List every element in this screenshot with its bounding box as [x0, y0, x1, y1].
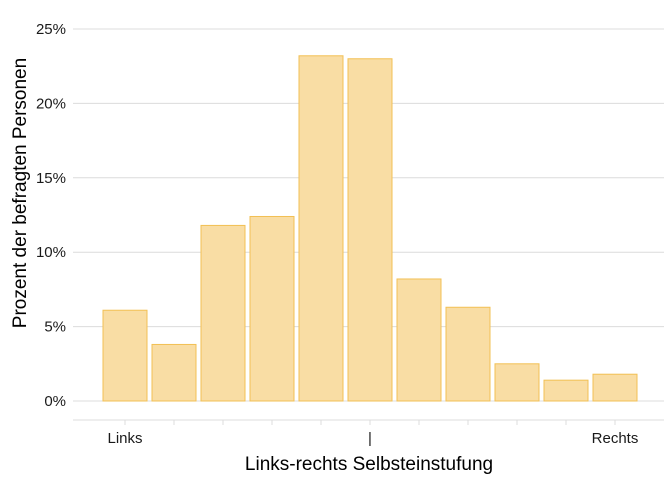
bar	[593, 374, 637, 401]
bar	[348, 59, 392, 401]
bar	[544, 380, 588, 401]
bar	[446, 307, 490, 401]
x-tick-label: Rechts	[592, 430, 639, 447]
y-tick-label: 20%	[36, 95, 66, 112]
x-axis-ticks	[125, 420, 615, 425]
bar	[201, 225, 245, 401]
y-tick-label: 25%	[36, 21, 66, 38]
y-tick-label: 0%	[44, 393, 66, 410]
y-axis-title: Prozent der befragten Personen	[10, 58, 31, 328]
y-tick-label: 5%	[44, 319, 66, 336]
bar	[397, 279, 441, 401]
bar	[250, 216, 294, 401]
bar	[152, 344, 196, 401]
bar	[299, 56, 343, 401]
x-axis-title: Links-rechts Selbsteinstufung	[245, 454, 493, 475]
x-tick-label: Links	[107, 430, 142, 447]
bars	[103, 56, 637, 401]
x-axis-tick-labels: Links | Rechts	[107, 430, 638, 447]
x-tick-label: |	[368, 430, 372, 447]
bar	[495, 364, 539, 401]
y-tick-label: 10%	[36, 244, 66, 261]
y-tick-label: 15%	[36, 170, 66, 187]
bar	[103, 310, 147, 401]
y-axis-tick-labels: 0% 5% 10% 15% 20% 25%	[36, 21, 66, 410]
